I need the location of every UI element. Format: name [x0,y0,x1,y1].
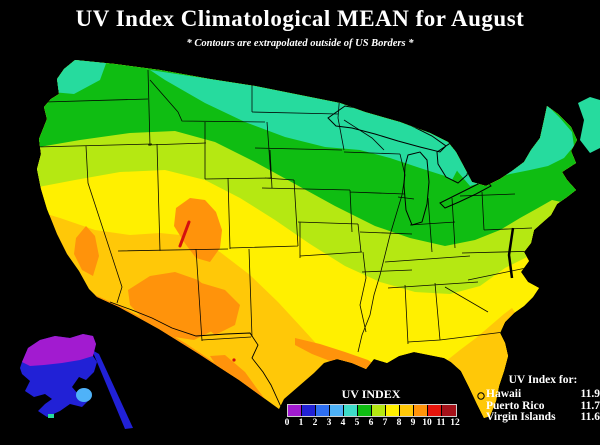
legend-tick-8: 8 [396,418,402,428]
legend-tick-10: 10 [422,418,432,428]
legend-tick-2: 2 [312,418,318,428]
legend-tick-7: 7 [382,418,388,428]
page-subtitle: * Contours are extrapolated outside of U… [186,38,414,49]
island-uv-value: 11.7 [580,399,600,412]
uv-band-9-10-california-valley [74,226,99,276]
uv-band-9-10-utah-colorado [174,198,222,262]
island-name: Hawaii [486,388,522,400]
uv-band-9-10-new-mexico [196,282,240,335]
legend-swatch-10-11 [428,405,442,416]
legend-swatch-1-2 [302,405,316,416]
uv-band-4-5-north [150,70,460,180]
legend-tick-9: 9 [410,418,416,428]
island-row: Puerto Rico 11.7 [486,399,600,413]
state-borders [37,69,541,353]
island-name: Puerto Rico [486,399,545,412]
alaska-inset [20,334,133,429]
lake-okeechobee [477,392,485,400]
uv-index-colorbar: UV INDEX 0 1 2 3 4 5 6 7 8 9 10 11 12 [280,387,462,428]
uv-band-4-5-maritimes [578,97,600,153]
uv-band-10-11-rockies-streak [178,220,191,248]
legend-swatch-6-7 [372,405,386,416]
alaska-uv-speck [48,414,54,418]
great-lakes-outlines [327,105,501,226]
legend-tick-12: 12 [450,418,460,428]
colorbar-title: UV INDEX [341,387,401,401]
chesapeake-bay [507,227,515,279]
legend-tick-6: 6 [368,418,374,428]
legend-swatch-4-5 [344,405,358,416]
legend-tick-5: 5 [354,418,360,428]
islands-table-title: UV Index for: [508,374,578,386]
alaska-uv-band-0-1 [22,334,96,366]
legend-tick-11: 11 [436,418,446,428]
colorbar-swatches [287,404,457,417]
legend-swatch-2-3 [316,405,330,416]
alaska-panhandle [92,350,133,429]
page-title: UV Index Climatological MEAN for August [75,6,525,31]
uv-band-9-10-louisiana-coast [295,338,377,370]
island-uv-value: 11.9 [580,388,600,400]
legend-swatch-11-12 [442,405,456,416]
legend-swatch-0-1 [288,405,302,416]
legend-swatch-5-6 [358,405,372,416]
legend-tick-3: 3 [326,418,332,428]
legend-swatch-9-10 [414,405,428,416]
legend-swatch-8-9 [400,405,414,416]
island-name: Virgin Islands [486,411,556,423]
island-uv-value: 11.6 [580,411,600,423]
legend-swatch-7-8 [386,405,400,416]
islands-table-rows: Hawaii 11.9 Puerto Rico 11.7 Virgin Islands 1… [486,388,600,424]
legend-tick-1: 1 [298,418,304,428]
uv-hotspot-dot [232,358,236,362]
island-row: Virgin Islands 11.6 [486,411,600,424]
legend-tick-4: 4 [340,418,346,428]
alaska-uv-band-3-4 [76,388,92,402]
island-row: Hawaii 11.9 [486,388,600,401]
mexico-border-line [109,301,282,408]
legend-swatch-3-4 [330,405,344,416]
islands-uv-table: UV Index for: Hawaii 11.9 Puerto Rico 11.7 V… [486,374,600,424]
colorbar-tick-labels: 0 1 2 3 4 5 6 7 8 9 10 11 12 [280,418,462,428]
legend-tick-0: 0 [284,418,290,428]
